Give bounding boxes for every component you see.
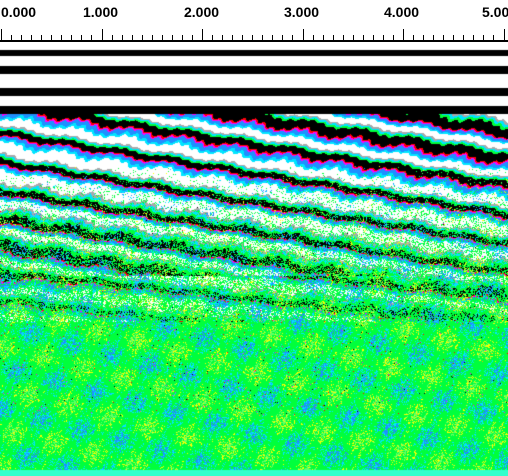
ruler-major-tick: [403, 29, 404, 40]
ruler-minor-tick: [493, 35, 494, 40]
ruler-minor-tick: [262, 35, 263, 40]
ruler-minor-tick: [333, 35, 334, 40]
ruler-minor-tick: [132, 35, 133, 40]
ruler-minor-tick: [453, 35, 454, 40]
ruler-major-tick: [202, 29, 203, 40]
ruler-label-1: 1.000: [83, 4, 119, 20]
ruler-minor-tick: [272, 35, 273, 40]
ruler-minor-tick: [212, 35, 213, 40]
ruler-minor-tick: [31, 35, 32, 40]
ruler-major-tick: [504, 29, 505, 40]
ruler-minor-tick: [71, 35, 72, 40]
distance-ruler: 0.000 1.000 2.000 3.000 4.000 5.00: [0, 0, 508, 46]
ruler-minor-tick: [443, 35, 444, 40]
ruler-minor-tick: [222, 35, 223, 40]
ruler-minor-tick: [182, 35, 183, 40]
ruler-minor-tick: [41, 35, 42, 40]
ruler-major-tick: [102, 29, 103, 40]
ruler-minor-tick: [353, 35, 354, 40]
ruler-minor-tick: [483, 35, 484, 40]
ruler-minor-tick: [413, 35, 414, 40]
ruler-minor-tick: [91, 35, 92, 40]
ruler-minor-tick: [242, 35, 243, 40]
ruler-minor-tick: [363, 35, 364, 40]
ruler-label-4: 4.000: [384, 4, 420, 20]
ruler-minor-tick: [51, 35, 52, 40]
ruler-major-tick: [303, 29, 304, 40]
ruler-minor-tick: [112, 35, 113, 40]
ruler-minor-tick: [192, 35, 193, 40]
radargram-image[interactable]: [0, 46, 508, 476]
ruler-label-3: 3.000: [284, 4, 320, 20]
ruler-minor-tick: [313, 35, 314, 40]
ruler-label-0: 0.000: [1, 4, 37, 20]
ruler-minor-tick: [343, 35, 344, 40]
ruler-minor-tick: [122, 35, 123, 40]
ruler-minor-tick: [162, 35, 163, 40]
ruler-minor-tick: [292, 35, 293, 40]
ruler-minor-tick: [81, 35, 82, 40]
ruler-baseline: [0, 40, 508, 42]
ruler-minor-tick: [142, 35, 143, 40]
ruler-minor-tick: [423, 35, 424, 40]
ruler-minor-tick: [473, 35, 474, 40]
ruler-minor-tick: [383, 35, 384, 40]
ruler-minor-tick: [11, 35, 12, 40]
ruler-minor-tick: [433, 35, 434, 40]
ruler-minor-tick: [323, 35, 324, 40]
ruler-minor-tick: [21, 35, 22, 40]
ruler-label-2: 2.000: [184, 4, 220, 20]
ruler-minor-tick: [282, 35, 283, 40]
ruler-minor-tick: [172, 35, 173, 40]
ruler-minor-tick: [152, 35, 153, 40]
ruler-minor-tick: [393, 35, 394, 40]
ruler-minor-tick: [61, 35, 62, 40]
ruler-minor-tick: [373, 35, 374, 40]
ruler-minor-tick: [232, 35, 233, 40]
ruler-minor-tick: [463, 35, 464, 40]
ruler-major-tick: [1, 29, 2, 40]
ruler-label-5: 5.00: [482, 4, 508, 20]
ruler-minor-tick: [252, 35, 253, 40]
